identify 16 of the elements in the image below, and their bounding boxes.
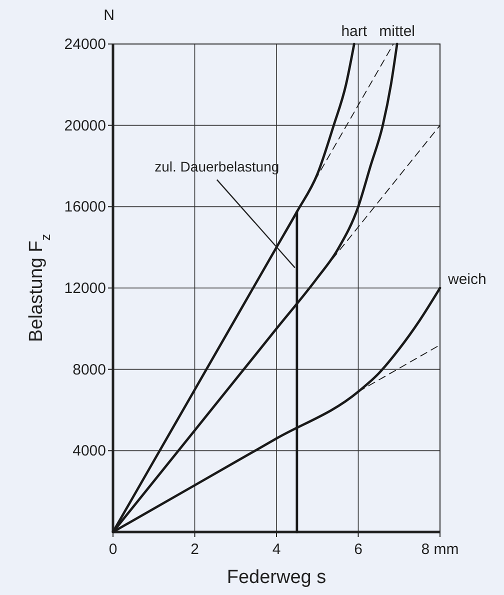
y-tick-label: 8000 bbox=[72, 361, 106, 378]
x-tick-label: 8 mm bbox=[421, 541, 459, 558]
y-tick-label: 12000 bbox=[64, 280, 106, 297]
series-label: weich bbox=[447, 271, 486, 288]
x-tick-label: 4 bbox=[272, 541, 281, 558]
y-tick-label: 24000 bbox=[64, 36, 106, 53]
y-tick-label: 16000 bbox=[64, 198, 106, 216]
y-tick-label: 4000 bbox=[72, 442, 106, 460]
x-tick-label: 6 bbox=[354, 541, 362, 558]
series-label: mittel bbox=[379, 23, 416, 40]
x-tick-label: 2 bbox=[190, 541, 199, 558]
series-label: hart bbox=[341, 23, 368, 40]
y-tick-label: 20000 bbox=[64, 117, 106, 134]
text: N bbox=[104, 7, 114, 24]
x-axis-title: Federweg s bbox=[226, 567, 326, 588]
x-tick-label: 0 bbox=[108, 541, 118, 558]
